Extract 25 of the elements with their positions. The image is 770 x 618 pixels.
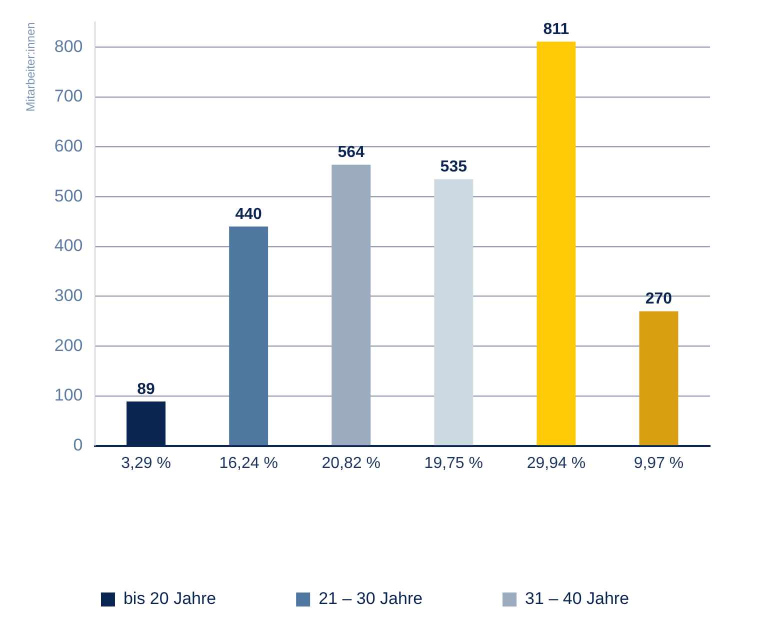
y-tick-label: 100 — [54, 386, 83, 405]
data-label: 89 — [137, 380, 156, 398]
y-tick-label: 0 — [73, 435, 83, 454]
x-tick-label: 3,29 % — [121, 454, 171, 472]
legend-label: bis 20 Jahre — [123, 589, 216, 608]
data-label: 564 — [338, 144, 365, 162]
y-tick-label: 400 — [54, 236, 83, 256]
y-tick-label: 200 — [54, 336, 83, 355]
data-label: 440 — [235, 206, 262, 223]
x-tick-label: 9,97 % — [634, 454, 684, 472]
legend-label: 31 – 40 Jahre — [525, 589, 630, 608]
y-tick-label: 600 — [54, 136, 83, 156]
data-label: 270 — [645, 290, 672, 308]
y-tick-label: 300 — [54, 286, 83, 305]
data-label: 535 — [440, 158, 468, 176]
y-tick-label: 700 — [54, 86, 83, 106]
x-tick-label: 16,24 % — [219, 454, 278, 472]
x-tick-label: 19,75 % — [424, 454, 484, 472]
x-tick-label: 29,94 % — [526, 454, 586, 472]
y-tick-label: 500 — [54, 186, 83, 206]
legend-label: 21 – 30 Jahre — [318, 589, 423, 608]
y-axis-title: Mitarbeiter:innen — [24, 22, 38, 112]
y-tick-label: 800 — [54, 36, 83, 56]
data-label: 811 — [543, 21, 570, 38]
x-tick-label: 20,82 % — [322, 454, 380, 472]
